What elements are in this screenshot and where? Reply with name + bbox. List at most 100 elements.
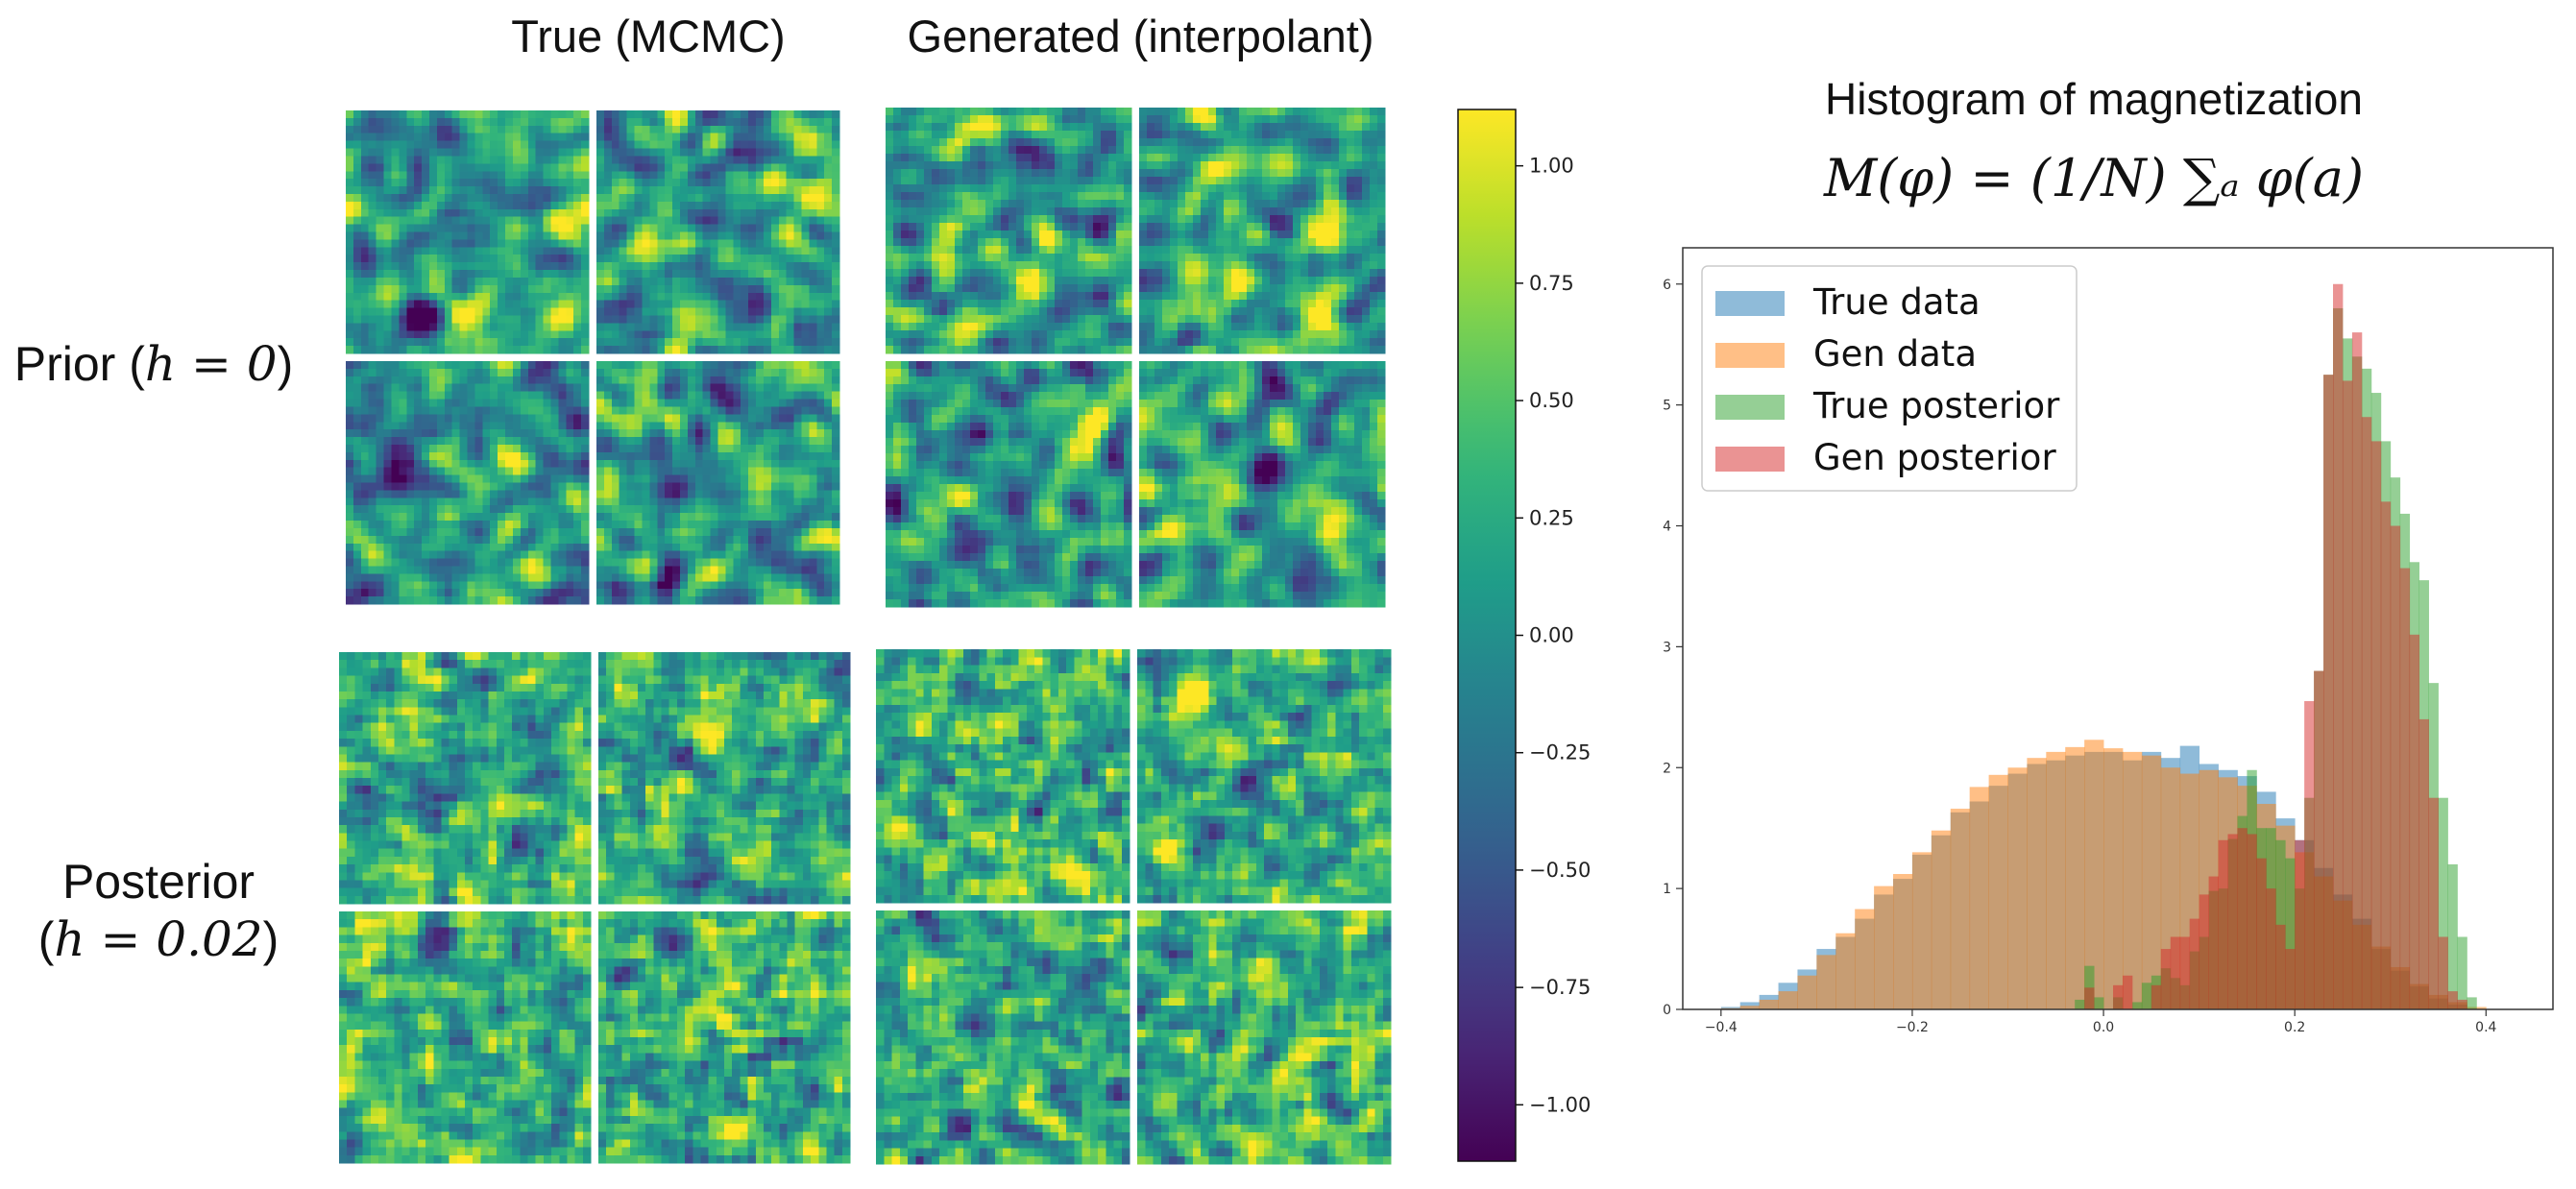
- histogram-bar: [1950, 809, 1971, 1009]
- lattice-field: [596, 361, 840, 605]
- histogram-bar: [1739, 1006, 1761, 1009]
- x-tick-label: 0.4: [2475, 1020, 2496, 1035]
- lattice-field: [1139, 361, 1386, 608]
- histogram-bar: [2428, 797, 2439, 1009]
- histogram-bar: [2237, 828, 2248, 1009]
- row-label-prior-math: h = 0: [144, 336, 278, 392]
- histogram-bar: [2027, 758, 2047, 1009]
- histogram-bar: [2285, 949, 2296, 1009]
- histogram-bar: [2418, 718, 2429, 1009]
- histogram-bar: [1874, 886, 1894, 1009]
- field-block-prior-generated: [886, 108, 1386, 608]
- histogram-bar: [2304, 701, 2315, 1009]
- histogram-bar: [2390, 525, 2401, 1009]
- histogram-bar: [2399, 568, 2411, 1009]
- lattice-field: [598, 911, 851, 1164]
- x-tick-label: −0.4: [1705, 1020, 1738, 1035]
- legend-label: Gen data: [1813, 333, 1977, 375]
- column-title-true: True (MCMC): [511, 11, 786, 61]
- histogram-bar: [2141, 983, 2152, 1009]
- row-label-prior: Prior (h = 0): [10, 336, 298, 392]
- legend-swatch: [1715, 343, 1785, 368]
- histogram-bar: [1797, 975, 1817, 1009]
- legend-label: Gen posterior: [1813, 437, 2056, 478]
- histogram-bar: [1969, 787, 1989, 1009]
- histogram-bar: [2218, 839, 2228, 1009]
- lattice-field: [876, 649, 1130, 904]
- y-tick-label: 6: [1663, 278, 1671, 293]
- colorbar-tick-label: −0.75: [1529, 976, 1591, 999]
- lattice-field: [1137, 649, 1392, 904]
- histogram-bar: [2266, 888, 2276, 1009]
- histogram-bar: [2122, 975, 2133, 1009]
- histogram-bar: [2438, 797, 2448, 1009]
- histogram-bar: [2447, 863, 2458, 1009]
- y-tick-label: 5: [1663, 399, 1671, 414]
- lattice-field: [596, 110, 840, 354]
- histogram-bar: [2275, 924, 2286, 1009]
- histogram-bar: [2151, 984, 2162, 1009]
- colorbar: 1.00 0.75 0.50 0.25 0.00 −0.25 −0.50 −0.75 −1.00: [1457, 109, 1591, 1162]
- y-tick-label: 0: [1663, 1003, 1671, 1018]
- histogram-bar: [2314, 670, 2324, 1009]
- histogram-bar: [2170, 936, 2181, 1009]
- row-label-posterior-text: Posterior: [61, 855, 255, 909]
- histogram-bar: [2189, 918, 2200, 1009]
- lattice-field: [876, 910, 1130, 1165]
- x-tick-label: −0.2: [1896, 1020, 1929, 1035]
- histogram-bar: [1911, 852, 1932, 1009]
- row-label-prior-close: ): [277, 337, 294, 391]
- row-label-posterior-math: h = 0.02: [54, 911, 263, 967]
- histogram-bar: [2256, 858, 2267, 1009]
- colorbar-tick-label: 0.75: [1529, 272, 1574, 295]
- histogram-bar: [2113, 984, 2124, 1009]
- lattice-field: [1139, 108, 1386, 354]
- lattice-field: [339, 652, 592, 905]
- x-tick-label: 0.2: [2284, 1020, 2305, 1035]
- lattice-field: [1137, 910, 1392, 1165]
- colorbar-tick-label: −0.50: [1529, 859, 1591, 882]
- histogram-bar: [2160, 949, 2172, 1009]
- histogram-bar: [1835, 933, 1856, 1009]
- series-gen-posterior: [2084, 283, 2467, 1010]
- legend-swatch: [1715, 291, 1785, 316]
- lattice-field: [346, 110, 590, 354]
- histogram-bar: [1931, 830, 1952, 1009]
- histogram-bar: [2342, 380, 2353, 1010]
- histogram-bar: [2438, 936, 2448, 1009]
- histogram-legend: True data Gen data True posterior Gen poste…: [1701, 265, 2078, 492]
- histogram-bar: [2380, 501, 2392, 1009]
- field-block-prior-true: [346, 110, 840, 605]
- histogram-bar: [2323, 375, 2334, 1009]
- histogram-bar: [1988, 774, 2008, 1009]
- histogram-bar: [2333, 283, 2344, 1009]
- histogram-bar: [1893, 874, 1913, 1009]
- lattice-field: [598, 652, 851, 905]
- histogram-bar: [1816, 955, 1836, 1009]
- field-panels: [339, 108, 1392, 1165]
- histogram-bar: [2247, 834, 2257, 1009]
- colorbar-tick-label: 0.50: [1529, 389, 1574, 412]
- row-label-prior-text: Prior (: [13, 337, 145, 391]
- colorbar-gradient: [1457, 109, 1517, 1162]
- histogram-bar: [2457, 999, 2467, 1009]
- histogram-bar: [2285, 858, 2296, 1009]
- field-block-posterior-generated: [876, 649, 1392, 1165]
- y-tick-label: 3: [1663, 640, 1671, 655]
- histogram-bar: [2094, 997, 2104, 1009]
- legend-swatch: [1715, 447, 1785, 472]
- colorbar-tick-label: 1.00: [1529, 155, 1574, 178]
- lattice-field: [346, 361, 590, 605]
- histogram-bar: [2467, 997, 2477, 1009]
- colorbar-tick-label: 0.25: [1529, 506, 1574, 529]
- histogram-bar: [2227, 834, 2238, 1009]
- histogram-bar: [1778, 991, 1798, 1009]
- histogram-bar: [2084, 740, 2104, 1009]
- histogram-bar: [2122, 751, 2143, 1009]
- row-label-posterior: Posterior (h = 0.02): [10, 853, 307, 968]
- row-label-posterior-open: (: [37, 912, 55, 966]
- histogram-bar: [2447, 991, 2458, 1009]
- legend-swatch: [1715, 395, 1785, 420]
- histogram-bar: [1759, 999, 1779, 1009]
